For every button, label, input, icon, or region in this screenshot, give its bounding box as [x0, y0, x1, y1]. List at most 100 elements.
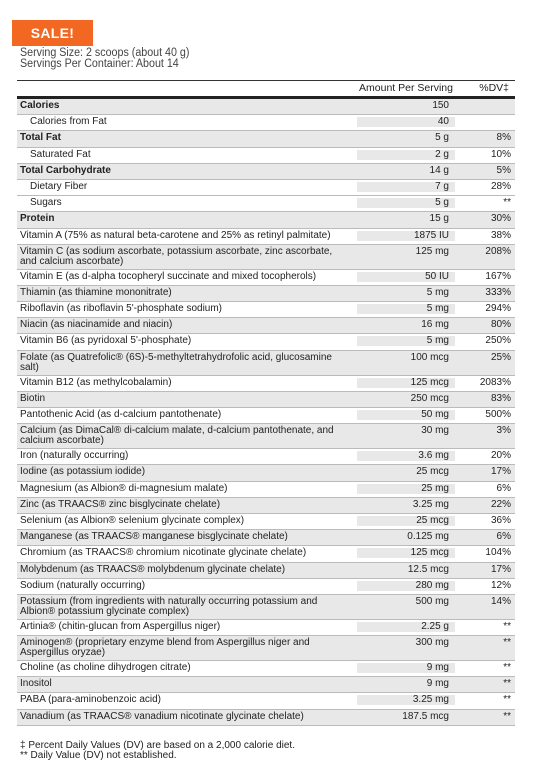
nutrient-dv: 14%	[490, 595, 511, 607]
nutrient-name: Inositol	[20, 678, 52, 690]
nutrient-row: Iodine (as potassium iodide) 25 mcg 17%	[17, 465, 515, 482]
nutrient-row: Aminogen® (proprietary enzyme blend from…	[17, 636, 515, 662]
nutrient-name: Calories	[20, 100, 60, 111]
sale-badge: SALE!	[12, 20, 93, 46]
nutrient-row: Total Carbohydrate 14 g 5%	[17, 163, 515, 180]
nutrient-name: Magnesium (as Albion® di-magnesium malat…	[20, 482, 228, 494]
nutrient-row: Vanadium (as TRAACS® vanadium nicotinate…	[17, 709, 515, 726]
nutrient-name: Vitamin B6 (as pyridoxal 5'-phosphate)	[20, 335, 192, 347]
nutrient-dv: 38%	[490, 229, 511, 241]
nutrient-row: Vitamin E (as d-alpha tocopheryl succina…	[17, 270, 515, 286]
nutrient-amount: 187.5 mcg	[402, 710, 449, 722]
nutrient-row: Pantothenic Acid (as d-calcium pantothen…	[17, 408, 515, 425]
nutrient-amount: 25 mg	[357, 483, 455, 494]
nutrient-row: Folate (as Quatrefolic® (6S)-5-methyltet…	[17, 350, 515, 376]
nutrient-name: Potassium (from ingredients with natural…	[20, 595, 318, 617]
nutrient-dv: **	[503, 620, 511, 632]
nutrient-name: Niacin (as niacinamide and niacin)	[20, 319, 173, 331]
nutrient-name: Pantothenic Acid (as d-calcium pantothen…	[20, 409, 222, 420]
nutrient-dv: 25%	[490, 351, 511, 363]
nutrient-row: Calcium (as DimaCal® di-calcium malate, …	[17, 424, 515, 450]
nutrient-name: Iron (naturally occurring)	[20, 450, 129, 462]
nutrient-row: Protein 15 g 30%	[17, 212, 515, 229]
nutrient-name: Vanadium (as TRAACS® vanadium nicotinate…	[20, 710, 304, 722]
nutrient-dv: 167%	[485, 270, 511, 282]
nutrient-amount: 25 mcg	[357, 515, 455, 526]
nutrient-name: Dietary Fiber	[30, 180, 88, 192]
nutrient-row: Chromium (as TRAACS® chromium nicotinate…	[17, 546, 515, 563]
nutrient-dv: 294%	[485, 303, 511, 315]
nutrient-row: Saturated Fat 2 g 10%	[17, 148, 515, 164]
nutrient-row: Calories 150	[17, 99, 515, 116]
nutrient-row: Potassium (from ingredients with natural…	[17, 594, 515, 620]
nutrient-amount: 30 mg	[421, 425, 449, 437]
nutrient-amount: 2.25 g	[357, 621, 455, 632]
nutrient-dv: 80%	[490, 319, 511, 331]
nutrient-name: Artinia® (chitin-glucan from Aspergillus…	[20, 620, 221, 632]
nutrient-row: Vitamin C (as sodium ascorbate, potassiu…	[17, 244, 515, 270]
servings-per-container: Servings Per Container: About 14	[20, 58, 179, 70]
nutrient-row: PABA (para-aminobenzoic acid) 3.25 mg **	[17, 693, 515, 710]
nutrient-dv: **	[503, 678, 511, 690]
supplement-facts-table: Amount Per Serving %DV‡ Calories 150 Calor…	[17, 80, 515, 726]
nutrient-row: Biotin 250 mcg 83%	[17, 391, 515, 408]
nutrient-name: Total Carbohydrate	[20, 164, 111, 176]
nutrient-row: Dietary Fiber 7 g 28%	[17, 180, 515, 197]
nutrient-amount: 40	[357, 117, 455, 128]
nutrient-amount: 125 mcg	[357, 548, 455, 559]
nutrient-name: Sugars	[30, 197, 62, 209]
nutrient-row: Niacin (as niacinamide and niacin) 16 mg 8…	[17, 318, 515, 335]
nutrient-amount: 5 g	[357, 198, 455, 209]
nutrient-amount: 50 IU	[357, 271, 455, 282]
nutrient-amount: 16 mg	[421, 319, 449, 331]
nutrient-amount: 1875 IU	[357, 230, 455, 241]
nutrient-amount: 500 mg	[415, 595, 449, 607]
nutrient-dv: 12%	[490, 579, 511, 591]
nutrient-row: Molybdenum (as TRAACS® molybdenum glycin…	[17, 562, 515, 579]
nutrient-row: Calories from Fat 40	[17, 115, 515, 132]
nutrient-row: Inositol 9 mg **	[17, 677, 515, 694]
nutrient-row: Sugars 5 g **	[17, 196, 515, 213]
nutrient-dv: 6%	[496, 482, 511, 494]
nutrient-dv: 5%	[496, 164, 511, 176]
nutrient-name: Zinc (as TRAACS® zinc bisglycinate chela…	[20, 498, 221, 510]
nutrient-name: Calories from Fat	[30, 116, 107, 128]
nutrient-name: Total Fat	[20, 132, 61, 144]
nutrient-amount: 50 mg	[357, 410, 455, 420]
nutrient-dv: **	[503, 197, 511, 209]
nutrient-name: Aminogen® (proprietary enzyme blend from…	[20, 637, 310, 659]
nutrient-amount: 0.125 mg	[407, 531, 449, 543]
nutrient-dv: **	[503, 662, 511, 674]
nutrient-name: Saturated Fat	[30, 148, 91, 160]
nutrient-amount: 5 mg	[426, 286, 449, 298]
nutrient-row: Vitamin A (75% as natural beta-carotene …	[17, 229, 515, 245]
nutrient-name: Vitamin A (75% as natural beta-carotene …	[20, 229, 331, 241]
nutrient-amount: 5 mg	[357, 336, 455, 347]
nutrient-dv: 17%	[490, 466, 511, 478]
nutrient-rows: Calories 150 Calories from Fat 40 Total Fat 5…	[17, 99, 515, 726]
nutrient-amount: 9 mg	[357, 663, 455, 674]
nutrient-amount: 150	[432, 100, 449, 111]
nutrient-row: Riboflavin (as riboflavin 5'-phosphate s…	[17, 302, 515, 319]
nutrient-name: Calcium (as DimaCal® di-calcium malate, …	[20, 425, 334, 447]
serving-size: Serving Size: 2 scoops (about 40 g)	[20, 47, 190, 59]
nutrient-amount: 7 g	[357, 181, 455, 192]
nutrient-amount: 125 mg	[415, 245, 449, 257]
nutrient-name: Vitamin C (as sodium ascorbate, potassiu…	[20, 245, 333, 267]
nutrient-amount: 280 mg	[357, 580, 455, 591]
nutrient-amount: 15 g	[429, 213, 449, 225]
nutrient-name: Choline (as choline dihydrogen citrate)	[20, 662, 191, 674]
nutrient-dv: 83%	[490, 392, 511, 404]
nutrient-row: Artinia® (chitin-glucan from Aspergillus…	[17, 620, 515, 637]
nutrient-row: Zinc (as TRAACS® zinc bisglycinate chela…	[17, 497, 515, 514]
nutrient-row: Thiamin (as thiamine mononitrate) 5 mg 333…	[17, 285, 515, 303]
footnote-dv: ‡ Percent Daily Values (DV) are based on…	[20, 740, 295, 751]
nutrient-name: Biotin	[20, 392, 46, 404]
nutrient-amount: 14 g	[429, 164, 449, 176]
nutrient-dv: 208%	[485, 245, 511, 257]
nutrient-name: Folate (as Quatrefolic® (6S)-5-methyltet…	[20, 351, 332, 373]
nutrient-name: Iodine (as potassium iodide)	[20, 466, 146, 478]
nutrient-dv: **	[503, 710, 511, 722]
nutrient-name: Sodium (naturally occurring)	[20, 579, 146, 591]
nutrient-name: Riboflavin (as riboflavin 5'-phosphate s…	[20, 303, 223, 315]
